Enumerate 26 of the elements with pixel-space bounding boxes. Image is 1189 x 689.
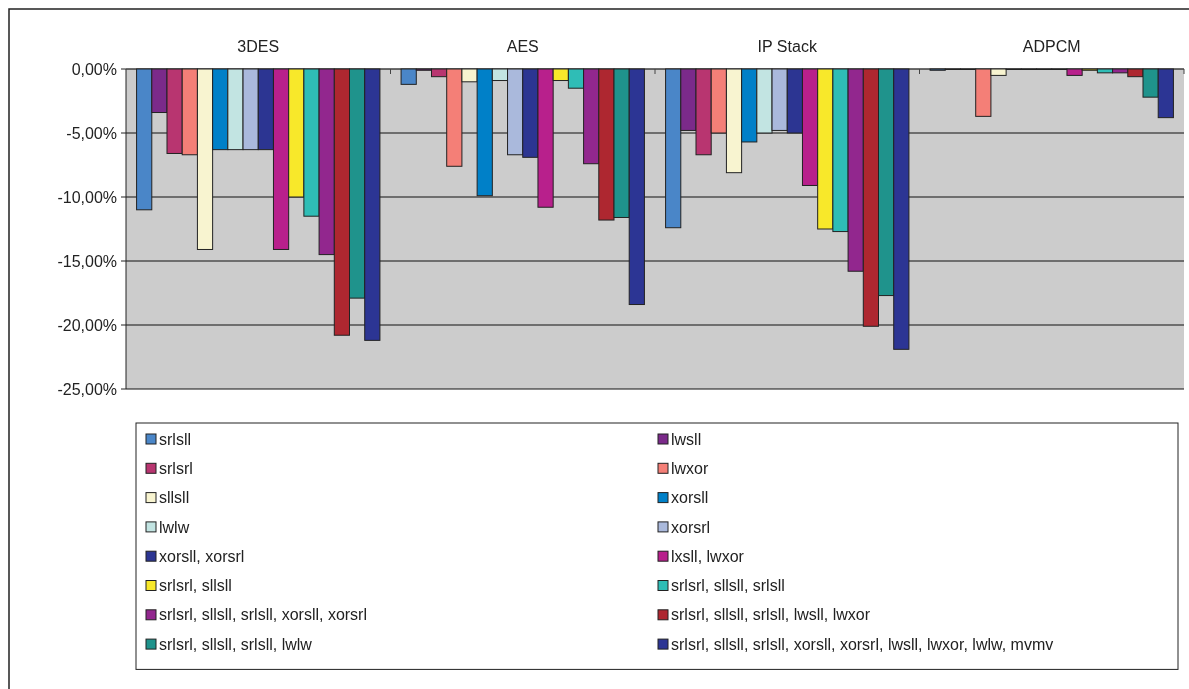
y-tick-label: -5,00% bbox=[66, 124, 117, 142]
legend-label: xorsrl bbox=[671, 518, 711, 536]
legend-label: srlsrl, sllsll, srlsll, lwlw bbox=[159, 635, 313, 653]
legend-label: srlsrl, sllsll, srlsll bbox=[671, 577, 785, 595]
legend-label: lwxor bbox=[671, 459, 710, 477]
y-tick-label: 0,00% bbox=[71, 60, 117, 78]
legend-label: srlsrl bbox=[159, 459, 193, 477]
x-tick-label: ADPCM bbox=[1022, 38, 1081, 55]
legend-label: xorsll, xorsrl bbox=[159, 547, 245, 565]
legend-label: srlsll bbox=[159, 430, 191, 448]
legend-label: srlsrl, sllsll, srlsll, xorsll, xorsrl bbox=[159, 606, 367, 624]
x-tick-label: IP Stack bbox=[757, 38, 818, 55]
y-tick-label: -15,00% bbox=[57, 252, 117, 270]
legend-label: sllsll bbox=[159, 489, 190, 507]
legend-label: lwsll bbox=[671, 430, 702, 448]
legend-label: xorsll bbox=[671, 489, 709, 507]
x-tick-label: AES bbox=[506, 38, 539, 55]
legend-label: srlsrl, sllsll bbox=[159, 577, 232, 595]
y-tick-label: -20,00% bbox=[57, 316, 117, 334]
legend-label: lwlw bbox=[159, 518, 190, 536]
legend-label: lxsll, lwxor bbox=[671, 547, 745, 565]
legend-label: srlsrl, sllsll, srlsll, xorsll, xorsrl, lwsll, lwxor, lwlw, mvmv bbox=[671, 635, 1054, 653]
legend-label: srlsrl, sllsll, srlsll, lwsll, lwxor bbox=[671, 606, 871, 624]
y-tick-label: -10,00% bbox=[57, 188, 117, 206]
x-tick-label: 3DES bbox=[237, 38, 280, 55]
y-tick-label: -25,00% bbox=[57, 380, 117, 398]
